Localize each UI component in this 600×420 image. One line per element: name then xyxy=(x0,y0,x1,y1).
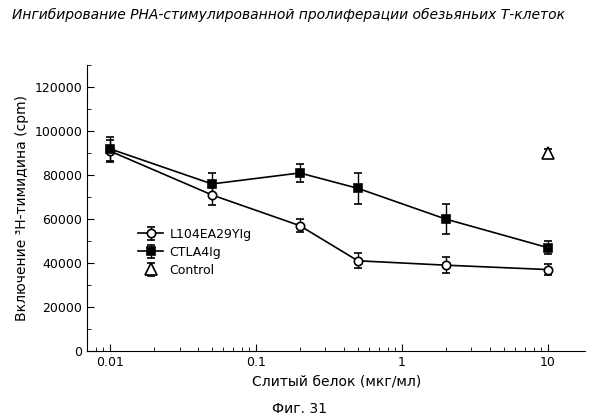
Text: Фиг. 31: Фиг. 31 xyxy=(272,402,328,416)
Legend: L104EA29YIg, CTLA4Ig, Control: L104EA29YIg, CTLA4Ig, Control xyxy=(133,223,257,282)
X-axis label: Слитый белок (мкг/мл): Слитый белок (мкг/мл) xyxy=(251,374,421,388)
Text: Ингибирование РНА-стимулированной пролиферации обезьяньих Т-клеток: Ингибирование РНА-стимулированной пролиф… xyxy=(12,8,565,23)
Y-axis label: Включение ³H-тимидина (cpm): Включение ³H-тимидина (cpm) xyxy=(15,95,29,321)
